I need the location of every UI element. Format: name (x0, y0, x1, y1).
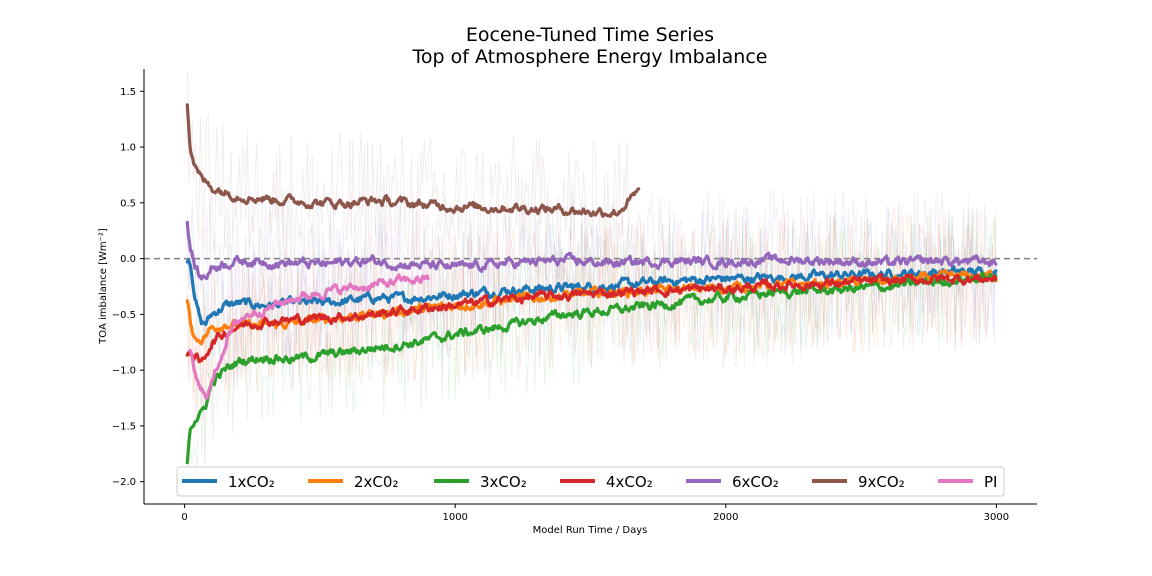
legend-label: 9xCO₂ (858, 473, 905, 491)
series-noise-4 (186, 187, 997, 345)
legend-label: 6xCO₂ (732, 473, 779, 491)
y-tick-label: 1.5 (120, 87, 136, 98)
legend-label: 2xC0₂ (354, 473, 398, 491)
legend: 1xCO₂ 2xC0₂ 3xCO₂ 4xCO₂ 6xCO₂ 9xCO₂ PI (176, 466, 1005, 497)
series-noise-1 (186, 209, 997, 410)
x-tick-label: 0 (181, 512, 187, 523)
x-tick-label: 1000 (442, 512, 467, 523)
chart-subtitle: Top of Atmosphere Energy Imbalance (412, 46, 768, 68)
x-axis-ticks: 0 1000 2000 3000 (181, 504, 1009, 523)
series-noise-2 (186, 209, 997, 476)
y-tick-label: 0.0 (120, 254, 136, 265)
legend-label: PI (984, 473, 997, 491)
legend-label: 1xCO₂ (228, 473, 275, 491)
legend-items: 1xCO₂ 2xC0₂ 3xCO₂ 4xCO₂ 6xCO₂ 9xCO₂ PI (182, 473, 997, 491)
x-axis-label: Model Run Time / Days (533, 525, 648, 536)
y-axis-ticks: −2.0 −1.5 −1.0 −0.5 0.0 0.5 1.0 1.5 (112, 87, 144, 488)
y-tick-label: −2.0 (112, 477, 136, 488)
y-tick-label: 0.5 (120, 198, 136, 209)
y-tick-label: −1.5 (112, 421, 136, 432)
series-line-2 (185, 271, 998, 465)
x-tick-label: 2000 (713, 512, 738, 523)
series-noise-5 (186, 71, 640, 280)
noise-layer (186, 71, 997, 476)
y-axis-label: TOA imbalance [Wm⁻²] (98, 228, 109, 345)
series-layer (185, 103, 998, 465)
plot-area (144, 71, 1037, 476)
series-line-4 (185, 220, 998, 281)
series-line-5 (185, 103, 641, 218)
legend-label: 4xCO₂ (606, 473, 653, 491)
legend-label: 3xCO₂ (480, 473, 527, 491)
y-tick-label: −0.5 (112, 310, 136, 321)
series-noise-3 (186, 208, 997, 425)
y-tick-label: 1.0 (120, 143, 136, 154)
series-line-6 (188, 273, 430, 400)
x-tick-label: 3000 (984, 512, 1009, 523)
series-line-3 (185, 273, 998, 364)
series-noise-6 (189, 209, 428, 459)
y-tick-label: −1.0 (112, 366, 136, 377)
chart-title: Eocene-Tuned Time Series (466, 24, 714, 46)
